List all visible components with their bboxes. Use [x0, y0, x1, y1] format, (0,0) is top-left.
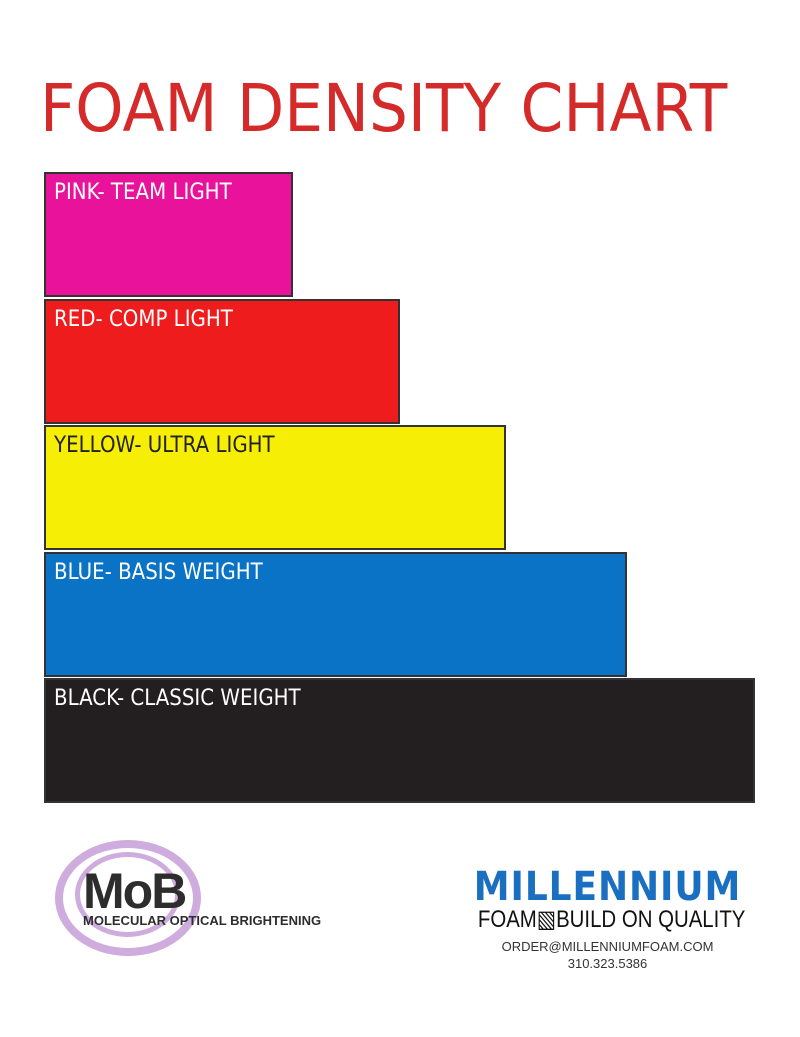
- chart-title: FOAM DENSITY CHART: [40, 70, 728, 147]
- bar-label: BLACK- CLASSIC WEIGHT: [54, 686, 301, 712]
- mob-logo-subtitle: MOLECULAR OPTICAL BRIGHTENING: [83, 913, 322, 928]
- mob-logo: MoB MOLECULAR OPTICAL BRIGHTENING: [55, 840, 355, 956]
- bar-label: PINK- TEAM LIGHT: [54, 180, 232, 205]
- bar-yellow: YELLOW- ULTRA LIGHT: [44, 425, 507, 551]
- bar-label: RED- COMP LIGHT: [54, 306, 233, 332]
- bar-pink: PINK- TEAM LIGHT: [44, 172, 293, 297]
- contact-phone: 310.323.5386: [567, 956, 648, 971]
- bar-label: BLUE- BASIS WEIGHT: [54, 559, 263, 585]
- millennium-logo: MILLENNIUM FOAM▧BUILD ON QUALITY ORDER@M…: [455, 864, 760, 972]
- millennium-tagline: FOAM▧BUILD ON QUALITY: [477, 906, 746, 933]
- bar-black: BLACK- CLASSIC WEIGHT: [44, 678, 755, 804]
- bar-blue: BLUE- BASIS WEIGHT: [44, 551, 628, 677]
- contact-email: ORDER@MILLENNIUMFOAM.COM: [501, 939, 714, 954]
- millennium-name: MILLENNIUM: [473, 864, 742, 910]
- bar-label: YELLOW- ULTRA LIGHT: [54, 433, 275, 459]
- bar-red: RED- COMP LIGHT: [44, 298, 400, 424]
- mob-logo-letters: MoB: [83, 863, 187, 919]
